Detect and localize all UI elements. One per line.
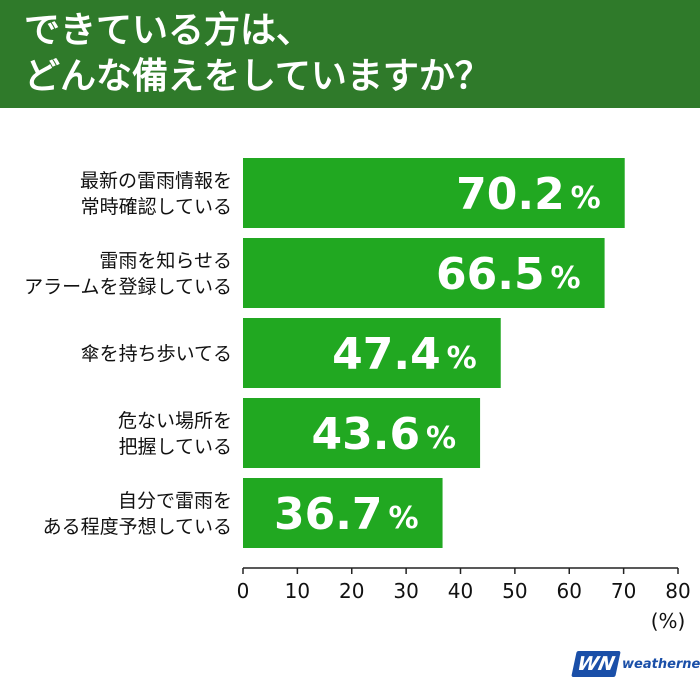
percent-sign-label: %	[426, 421, 456, 456]
header-banner: できている方は、 どんな備えをしていますか？	[0, 0, 700, 108]
x-axis-unit: (%)	[651, 609, 686, 633]
data-label: 47.4	[332, 329, 441, 380]
x-tick-label: 80	[665, 579, 690, 603]
data-label: 66.5	[436, 249, 545, 300]
bar-chart: 最新の雷雨情報を常時確認している %70.2雷雨を知らせるアラームを登録している%…	[24, 158, 691, 633]
bar	[243, 398, 481, 468]
bar	[243, 238, 605, 308]
percent-sign-label: %	[388, 501, 418, 536]
bar	[243, 478, 443, 548]
x-tick-label: 0	[237, 579, 250, 603]
x-tick-label: 10	[285, 579, 310, 603]
category-label: 雷雨を知らせるアラームを登録している	[24, 250, 232, 298]
page-title: できている方は、 どんな備えをしていますか？	[24, 10, 491, 97]
data-label: 36.7	[274, 489, 383, 540]
category-label: 傘を持ち歩いてる	[81, 343, 232, 365]
bar	[243, 318, 501, 388]
percent-sign-label: %	[447, 341, 477, 376]
percent-sign-label: %	[571, 181, 601, 216]
weathernews-logo-mark: WN	[571, 651, 621, 677]
category-label: 危ない場所を把握している	[118, 410, 232, 458]
data-label: 70.2	[456, 169, 565, 220]
data-label: 43.6	[312, 409, 421, 460]
x-tick-label: 40	[448, 579, 473, 603]
category-label: 自分で雷雨をある程度予想している	[43, 490, 232, 538]
x-tick-label: 50	[502, 579, 527, 603]
bar	[243, 158, 625, 228]
x-tick-label: 20	[339, 579, 364, 603]
weathernews-logo-text: weathernews	[622, 656, 700, 672]
percent-sign-label: %	[551, 261, 581, 296]
x-tick-label: 70	[611, 579, 636, 603]
category-label: 最新の雷雨情報を常時確認している	[80, 170, 232, 218]
x-tick-label: 30	[393, 579, 418, 603]
x-tick-label: 60	[557, 579, 582, 603]
weathernews-logo: WN weathernews	[571, 648, 700, 680]
